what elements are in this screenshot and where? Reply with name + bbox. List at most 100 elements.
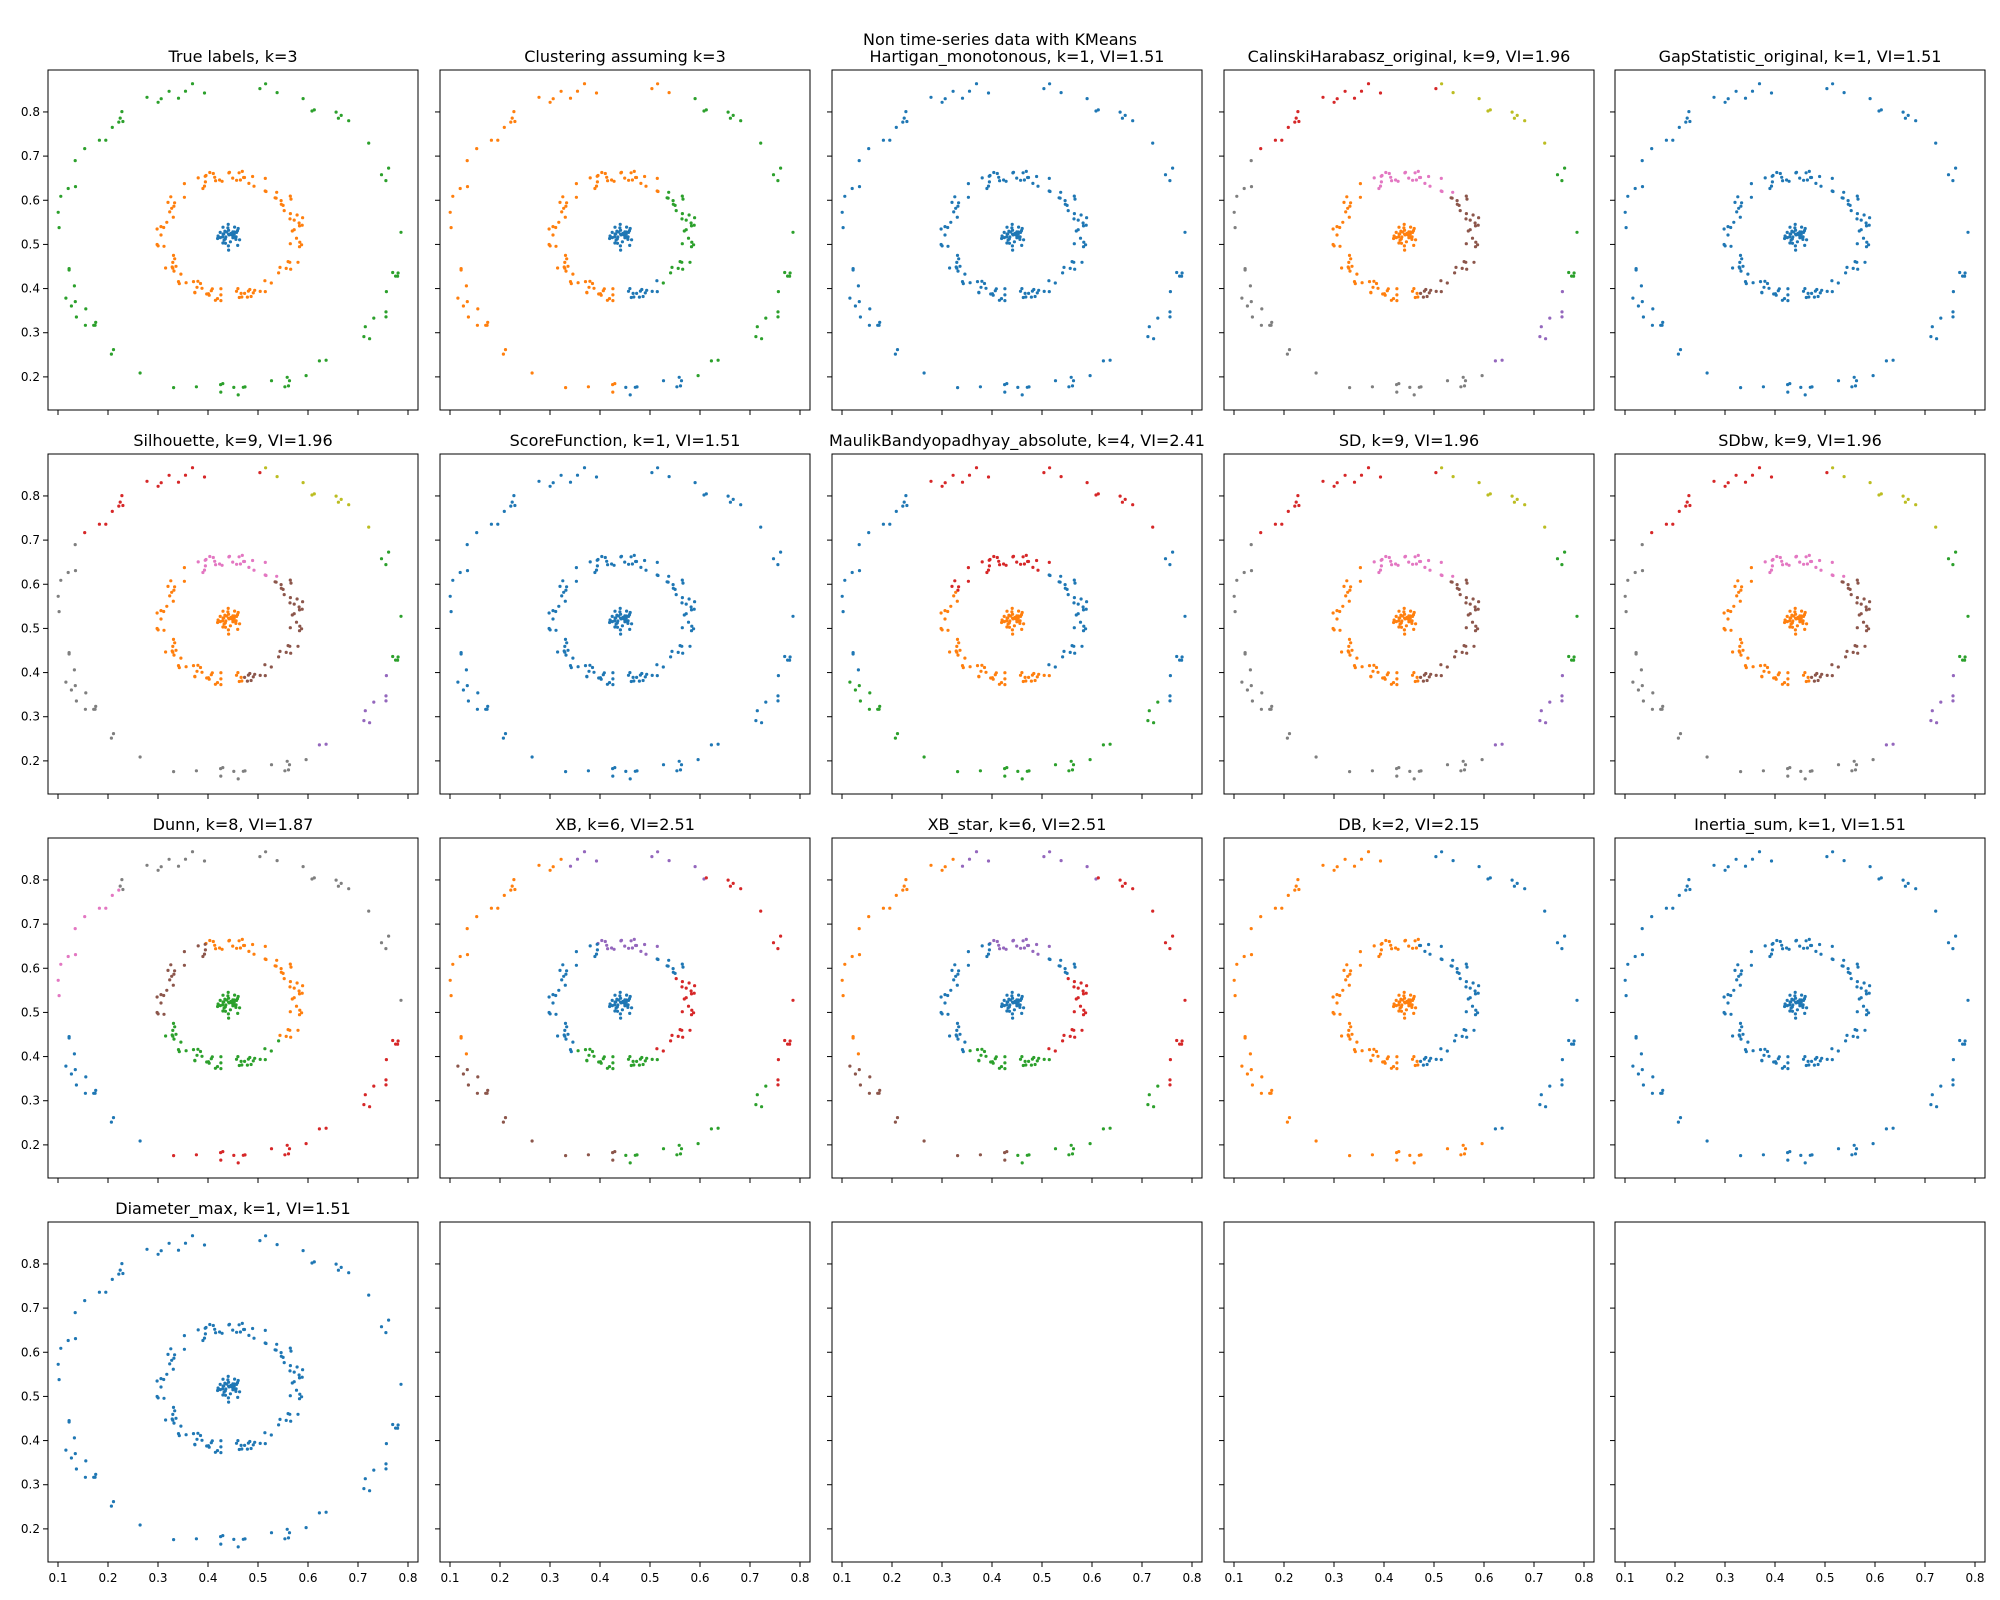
data-point xyxy=(304,374,308,378)
data-point xyxy=(788,274,792,278)
data-point xyxy=(1572,1042,1576,1046)
data-point xyxy=(868,691,872,695)
y-tick-label: 0.7 xyxy=(21,1301,40,1315)
data-point xyxy=(776,674,781,678)
data-point xyxy=(1678,732,1683,736)
data-point xyxy=(1830,663,1834,667)
data-point xyxy=(943,97,947,101)
data-point xyxy=(264,189,268,194)
data-point xyxy=(1053,763,1058,767)
data-point xyxy=(1413,295,1417,300)
x-tick-label: 0.5 xyxy=(1032,1571,1051,1585)
data-point xyxy=(623,998,627,1002)
data-point xyxy=(121,119,125,124)
data-point xyxy=(776,947,780,951)
data-point xyxy=(1786,299,1790,303)
data-point xyxy=(1407,944,1411,948)
data-point xyxy=(1459,1153,1463,1157)
data-point xyxy=(1410,237,1414,241)
data-point xyxy=(1345,963,1349,967)
data-point xyxy=(1812,1063,1816,1067)
data-point xyxy=(537,479,541,483)
data-point xyxy=(501,1120,505,1124)
data-point xyxy=(610,614,614,619)
data-point xyxy=(1410,673,1415,677)
data-point xyxy=(1891,742,1895,746)
data-point xyxy=(1794,1016,1798,1020)
data-point xyxy=(655,1047,659,1051)
data-point xyxy=(1078,620,1083,624)
data-point xyxy=(1544,1105,1548,1109)
data-point xyxy=(193,675,197,679)
data-point xyxy=(275,859,279,863)
data-point xyxy=(1372,663,1376,667)
data-point xyxy=(1831,466,1835,470)
data-point xyxy=(1020,1161,1024,1165)
data-point xyxy=(1793,628,1797,632)
data-point xyxy=(1073,581,1077,585)
subplot-title: Hartigan_monotonous, k=1, VI=1.51 xyxy=(870,47,1165,67)
data-point xyxy=(312,1260,316,1264)
data-point xyxy=(1024,937,1028,942)
data-point xyxy=(297,1397,302,1401)
data-point xyxy=(610,1004,614,1008)
data-point xyxy=(1240,296,1244,300)
data-point xyxy=(948,650,952,654)
data-point xyxy=(288,626,292,630)
data-point xyxy=(1736,579,1740,583)
data-point xyxy=(1249,927,1253,931)
data-point xyxy=(222,1006,226,1010)
data-point xyxy=(841,994,845,998)
data-point xyxy=(1783,236,1787,241)
data-point xyxy=(895,732,900,736)
data-point xyxy=(196,663,200,667)
data-point xyxy=(138,1139,142,1143)
data-point xyxy=(334,110,338,114)
data-point xyxy=(173,1409,177,1413)
data-point xyxy=(1081,605,1085,609)
data-point xyxy=(716,1126,720,1130)
data-point xyxy=(667,190,671,194)
data-point xyxy=(1412,1011,1416,1016)
data-point xyxy=(1232,210,1236,214)
data-point xyxy=(952,210,956,214)
data-point xyxy=(1472,644,1476,648)
data-point xyxy=(118,500,122,504)
data-point xyxy=(564,972,568,976)
y-tick-label: 0.4 xyxy=(21,1434,40,1448)
subplot-title: Clustering assuming k=3 xyxy=(524,47,726,66)
scatter-points xyxy=(1623,850,1970,1165)
data-point xyxy=(771,941,776,945)
data-point xyxy=(585,291,589,295)
y-tick-label: 0.6 xyxy=(21,193,40,207)
data-point xyxy=(232,1537,236,1541)
data-point xyxy=(1180,655,1184,659)
data-point xyxy=(1069,375,1073,379)
data-point xyxy=(1500,742,1504,746)
data-point xyxy=(1065,203,1069,207)
data-point xyxy=(218,1330,222,1334)
data-point xyxy=(502,125,506,129)
data-point xyxy=(1677,509,1681,513)
data-point xyxy=(943,993,947,997)
data-point xyxy=(1798,176,1802,180)
data-point xyxy=(1359,473,1364,477)
data-point xyxy=(1786,1067,1790,1071)
data-point xyxy=(179,272,183,276)
data-point xyxy=(1555,557,1560,561)
data-point xyxy=(288,242,292,246)
data-point xyxy=(1848,587,1852,592)
data-point xyxy=(588,944,592,948)
data-point xyxy=(1951,563,1955,567)
data-point xyxy=(167,89,171,93)
data-point xyxy=(252,568,256,572)
data-point xyxy=(628,243,632,247)
data-point xyxy=(301,216,305,220)
data-point xyxy=(958,648,962,652)
data-point xyxy=(1414,562,1418,566)
data-point xyxy=(275,475,279,479)
data-point xyxy=(954,974,958,978)
y-tick-label: 0.8 xyxy=(21,873,40,887)
data-point xyxy=(240,1063,244,1067)
data-point xyxy=(1901,878,1905,882)
